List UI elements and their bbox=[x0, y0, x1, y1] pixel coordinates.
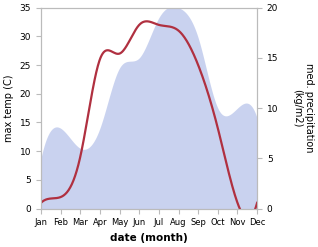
X-axis label: date (month): date (month) bbox=[110, 233, 188, 243]
Y-axis label: max temp (C): max temp (C) bbox=[4, 74, 14, 142]
Y-axis label: med. precipitation
(kg/m2): med. precipitation (kg/m2) bbox=[292, 63, 314, 153]
